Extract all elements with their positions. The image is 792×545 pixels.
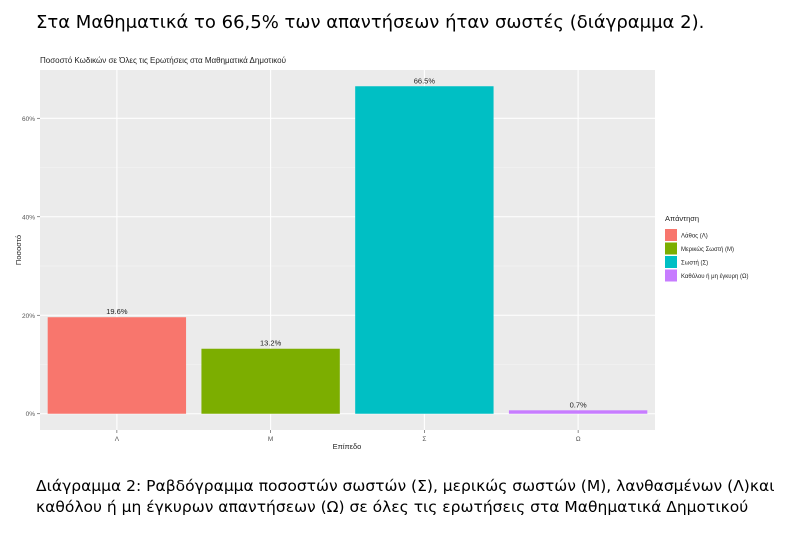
legend-swatch (665, 229, 677, 241)
data-label: 13.2% (260, 339, 282, 348)
legend: Απάντηση Λάθος (Λ) Μερικώς Σωστή (Μ) Σωστή … (665, 214, 748, 282)
legend-swatch (665, 269, 677, 282)
bar-chart: Ποσοστό Κωδικών σε Όλες τις Ερωτήσεις στ… (14, 56, 748, 451)
bar-Λ (47, 317, 187, 414)
data-label: 19.6% (106, 307, 128, 316)
legend-entry: Μερικώς Σωστή (Μ) (681, 246, 734, 253)
bar-Σ (355, 86, 494, 414)
y-tick-label: 60% (22, 116, 35, 123)
y-tick-label: 20% (22, 313, 35, 320)
bar-Μ (201, 348, 340, 414)
legend-swatch (665, 256, 677, 268)
figure-caption: Διάγραμμα 2: Ραβδόγραμμα ποσοστών σωστών… (36, 477, 775, 516)
legend-entry: Σωστή (Σ) (681, 260, 708, 267)
document-heading: Στα Μαθηματικά το 66,5% των απαντήσεων ή… (36, 12, 705, 33)
x-tick-label: Λ (115, 436, 120, 443)
x-tick-label: Σ (422, 436, 426, 443)
x-axis-label: Επίπεδο (333, 442, 362, 451)
legend-title: Απάντηση (665, 214, 699, 223)
legend-entry: Λάθος (Λ) (681, 233, 708, 240)
legend-swatch (665, 242, 677, 255)
y-axis-label: Ποσοστό (14, 235, 23, 265)
x-tick-label: Μ (268, 436, 273, 443)
y-tick-label: 40% (22, 214, 35, 221)
legend-entry: Καθόλου ή μη έγκυρη (Ω) (681, 273, 748, 280)
bar-Ω (508, 410, 648, 414)
chart-title: Ποσοστό Κωδικών σε Όλες τις Ερωτήσεις στ… (40, 56, 286, 65)
data-label: 0.7% (570, 400, 587, 409)
y-tick-label: 0% (26, 411, 36, 418)
x-tick-label: Ω (576, 436, 581, 443)
data-label: 66.5% (414, 76, 436, 85)
